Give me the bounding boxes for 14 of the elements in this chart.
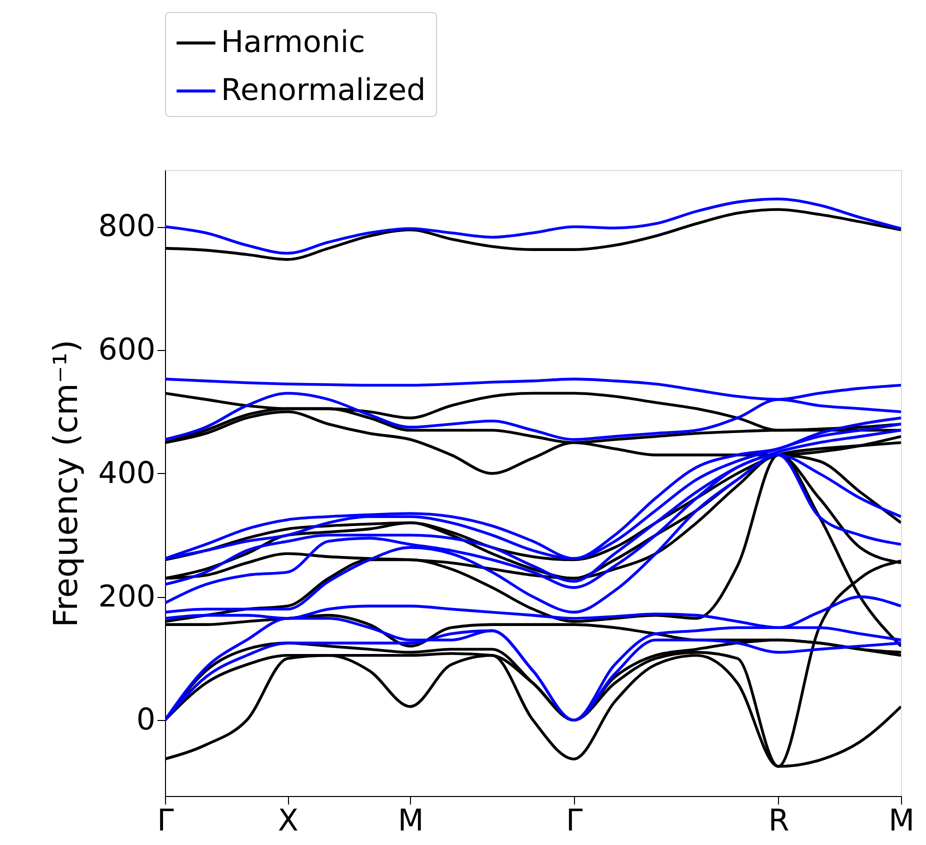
- y-tick-label: 0: [136, 702, 156, 738]
- x-tick-label: Γ: [566, 804, 584, 838]
- x-tick-label: M: [888, 804, 914, 838]
- y-tick-label: 800: [98, 209, 156, 244]
- y-tick-label: 200: [98, 579, 156, 614]
- legend-label: Harmonic: [221, 25, 366, 60]
- y-axis-title: Frequency (cm⁻¹): [46, 340, 86, 628]
- x-tick-label: R: [768, 804, 790, 838]
- x-tick-label: Γ: [157, 804, 174, 838]
- x-tick-label: M: [398, 804, 424, 838]
- legend-label: Renormalized: [221, 73, 426, 108]
- y-tick-label: 600: [98, 332, 156, 368]
- y-tick-label: 400: [98, 456, 156, 491]
- x-tick-label: X: [278, 804, 298, 838]
